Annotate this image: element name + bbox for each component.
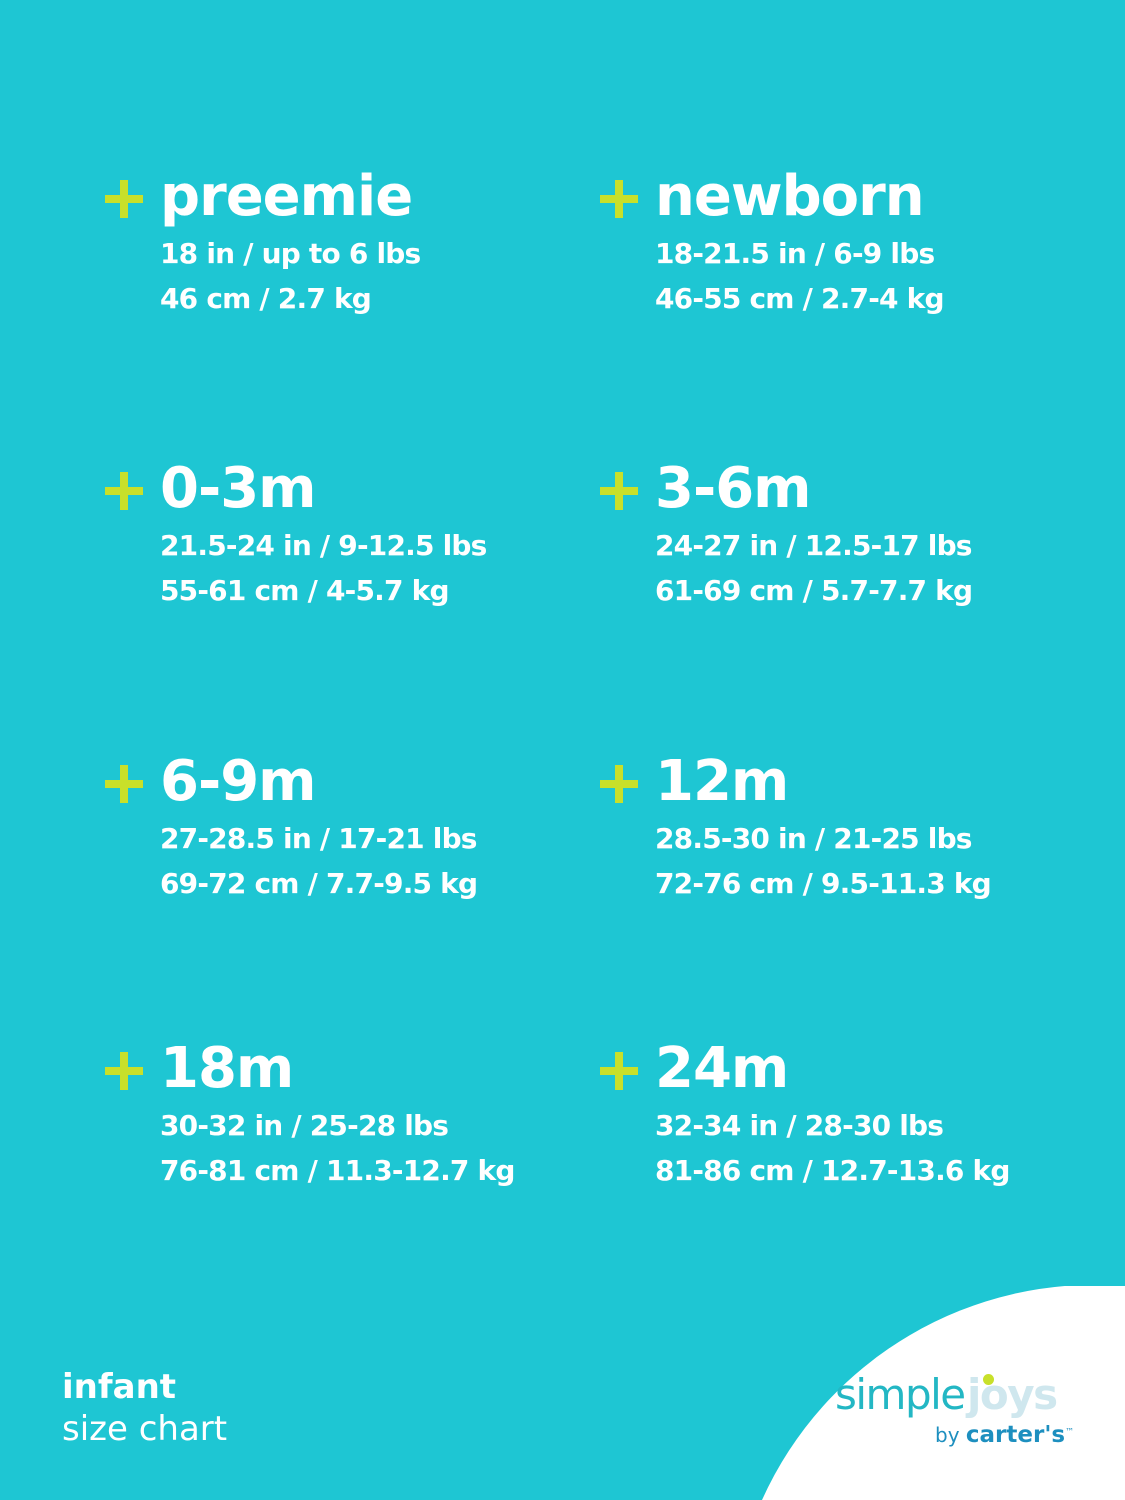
size-metric: 81-86 cm / 12.7-13.6 kg xyxy=(655,1154,1010,1187)
size-imperial: 27-28.5 in / 17-21 lbs xyxy=(160,822,477,855)
logo-tm: ™ xyxy=(1065,1427,1075,1438)
size-imperial: 18-21.5 in / 6-9 lbs xyxy=(655,237,935,270)
logo-joys: joys xyxy=(967,1370,1058,1419)
footer-line2: size chart xyxy=(62,1409,228,1449)
size-metric: 69-72 cm / 7.7-9.5 kg xyxy=(160,867,478,900)
size-metric: 46 cm / 2.7 kg xyxy=(160,282,372,315)
size-name: 6-9m xyxy=(160,749,317,814)
plus-icon xyxy=(600,472,638,510)
size-imperial: 30-32 in / 25-28 lbs xyxy=(160,1109,449,1142)
size-name: 0-3m xyxy=(160,456,317,521)
size-imperial: 18 in / up to 6 lbs xyxy=(160,237,421,270)
size-imperial: 21.5-24 in / 9-12.5 lbs xyxy=(160,529,487,562)
plus-icon xyxy=(105,472,143,510)
size-name: 24m xyxy=(655,1036,789,1101)
plus-icon xyxy=(105,180,143,218)
size-name: 18m xyxy=(160,1036,294,1101)
size-name: 12m xyxy=(655,749,789,814)
chart-label: infant size chart xyxy=(62,1366,227,1450)
size-name: preemie xyxy=(160,164,413,229)
logo-circle xyxy=(762,1286,1125,1500)
size-name: newborn xyxy=(655,164,925,229)
logo-simple: simple xyxy=(835,1370,966,1419)
logo-dot xyxy=(983,1374,994,1385)
size-imperial: 24-27 in / 12.5-17 lbs xyxy=(655,529,972,562)
size-name: 3-6m xyxy=(655,456,812,521)
size-metric: 46-55 cm / 2.7-4 kg xyxy=(655,282,945,315)
plus-icon xyxy=(105,1052,143,1090)
brand-logo: simple joys by carter's™ xyxy=(835,1370,1090,1460)
plus-icon xyxy=(600,1052,638,1090)
size-metric: 61-69 cm / 5.7-7.7 kg xyxy=(655,574,973,607)
logo-brand: carter's xyxy=(965,1422,1066,1448)
plus-icon xyxy=(600,180,638,218)
logo-by: by xyxy=(935,1423,960,1447)
footer-line1: infant xyxy=(62,1367,177,1407)
plus-icon xyxy=(105,765,143,803)
size-metric: 55-61 cm / 4-5.7 kg xyxy=(160,574,450,607)
plus-icon xyxy=(600,765,638,803)
size-metric: 76-81 cm / 11.3-12.7 kg xyxy=(160,1154,515,1187)
size-imperial: 28.5-30 in / 21-25 lbs xyxy=(655,822,972,855)
size-metric: 72-76 cm / 9.5-11.3 kg xyxy=(655,867,992,900)
logo-by-carters: by carter's™ xyxy=(935,1422,1074,1448)
size-imperial: 32-34 in / 28-30 lbs xyxy=(655,1109,944,1142)
